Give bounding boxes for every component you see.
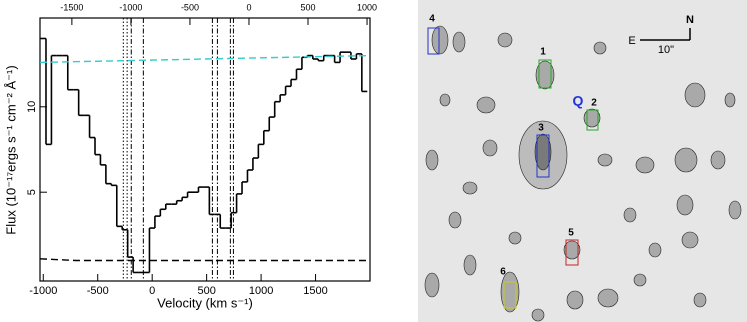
- x2-tick-label: -500: [181, 2, 199, 12]
- marker-box: [536, 134, 550, 178]
- marker-box: [503, 281, 517, 309]
- x-axis-label: Velocity (km s⁻¹): [157, 295, 253, 310]
- object-label: 3: [538, 123, 544, 134]
- y-tick-label: 10: [26, 101, 38, 113]
- spectrum-panel: Velocity (km s⁻¹) Flux (10⁻¹⁷ergs s⁻¹ cm…: [3, 2, 377, 310]
- x-tick-label: -500: [87, 285, 109, 297]
- plot-frame: [39, 17, 371, 282]
- sources: [424, 25, 742, 322]
- object-label: 1: [540, 47, 546, 58]
- x-tick-label: 1500: [303, 285, 327, 297]
- object-label: 4: [429, 14, 435, 25]
- x-tick-label: 500: [197, 285, 215, 297]
- sky-image-panel: 4 1 Q 2 3 5 6 N E 10": [418, 0, 747, 322]
- dashed-line: [39, 258, 370, 262]
- marker-box: [565, 239, 579, 266]
- x2-tick-label: -1500: [60, 2, 83, 12]
- dashed-line: [39, 54, 371, 64]
- marker-box: [427, 27, 440, 55]
- x2-tick-label: 0: [246, 2, 251, 12]
- y-axis-label: Flux (10⁻¹⁷ergs s⁻¹ cm⁻² Å⁻¹): [3, 65, 18, 234]
- compass-n: N: [686, 14, 694, 26]
- object-label: 5: [568, 228, 574, 239]
- object-label: 6: [500, 267, 506, 278]
- compass-e: E: [628, 35, 635, 47]
- y-tick-label: 5: [26, 189, 38, 195]
- marker-box: [538, 59, 552, 89]
- x2-tick-label: -1000: [119, 2, 142, 12]
- scale-label: 10": [658, 44, 674, 56]
- x2-tick-label: 1000: [357, 2, 377, 12]
- x-tick-label: -1000: [29, 285, 57, 297]
- marker-box: [586, 109, 599, 131]
- object-label: Q: [573, 93, 584, 109]
- x-tick-label: 0: [149, 285, 155, 297]
- object-label: 2: [591, 98, 597, 109]
- x-tick-label: 1000: [249, 285, 273, 297]
- x2-tick-label: 500: [300, 2, 315, 12]
